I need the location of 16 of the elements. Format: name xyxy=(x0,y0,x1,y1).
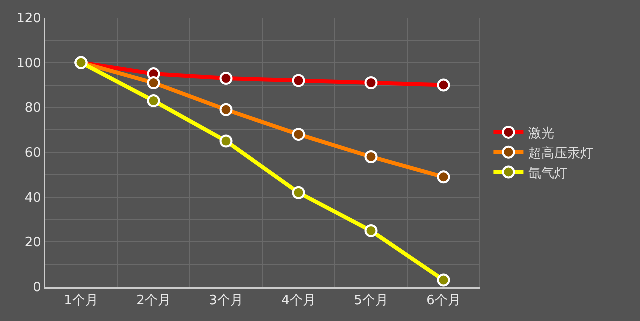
y-tick-label: 0 xyxy=(33,280,42,296)
y-tick-label: 60 xyxy=(24,146,42,162)
y-tick-label: 100 xyxy=(16,56,42,72)
y-tick-label: 80 xyxy=(24,101,42,116)
y-tick-label: 120 xyxy=(16,12,42,27)
x-tick-label: 4个月 xyxy=(282,294,316,309)
legend-label: 超高压汞灯 xyxy=(528,145,594,162)
x-tick-label: 3个月 xyxy=(209,294,244,309)
x-tick-label: 1个月 xyxy=(64,294,98,309)
x-tick-label: 6个月 xyxy=(426,294,461,309)
y-tick-label: 20 xyxy=(24,236,42,251)
legend-label: 激光 xyxy=(528,126,555,142)
legend-label: 氙气灯 xyxy=(528,166,568,182)
y-tick-label: 40 xyxy=(24,190,42,206)
x-tick-label: 5个月 xyxy=(354,294,388,309)
x-tick-label: 2个月 xyxy=(136,294,171,309)
